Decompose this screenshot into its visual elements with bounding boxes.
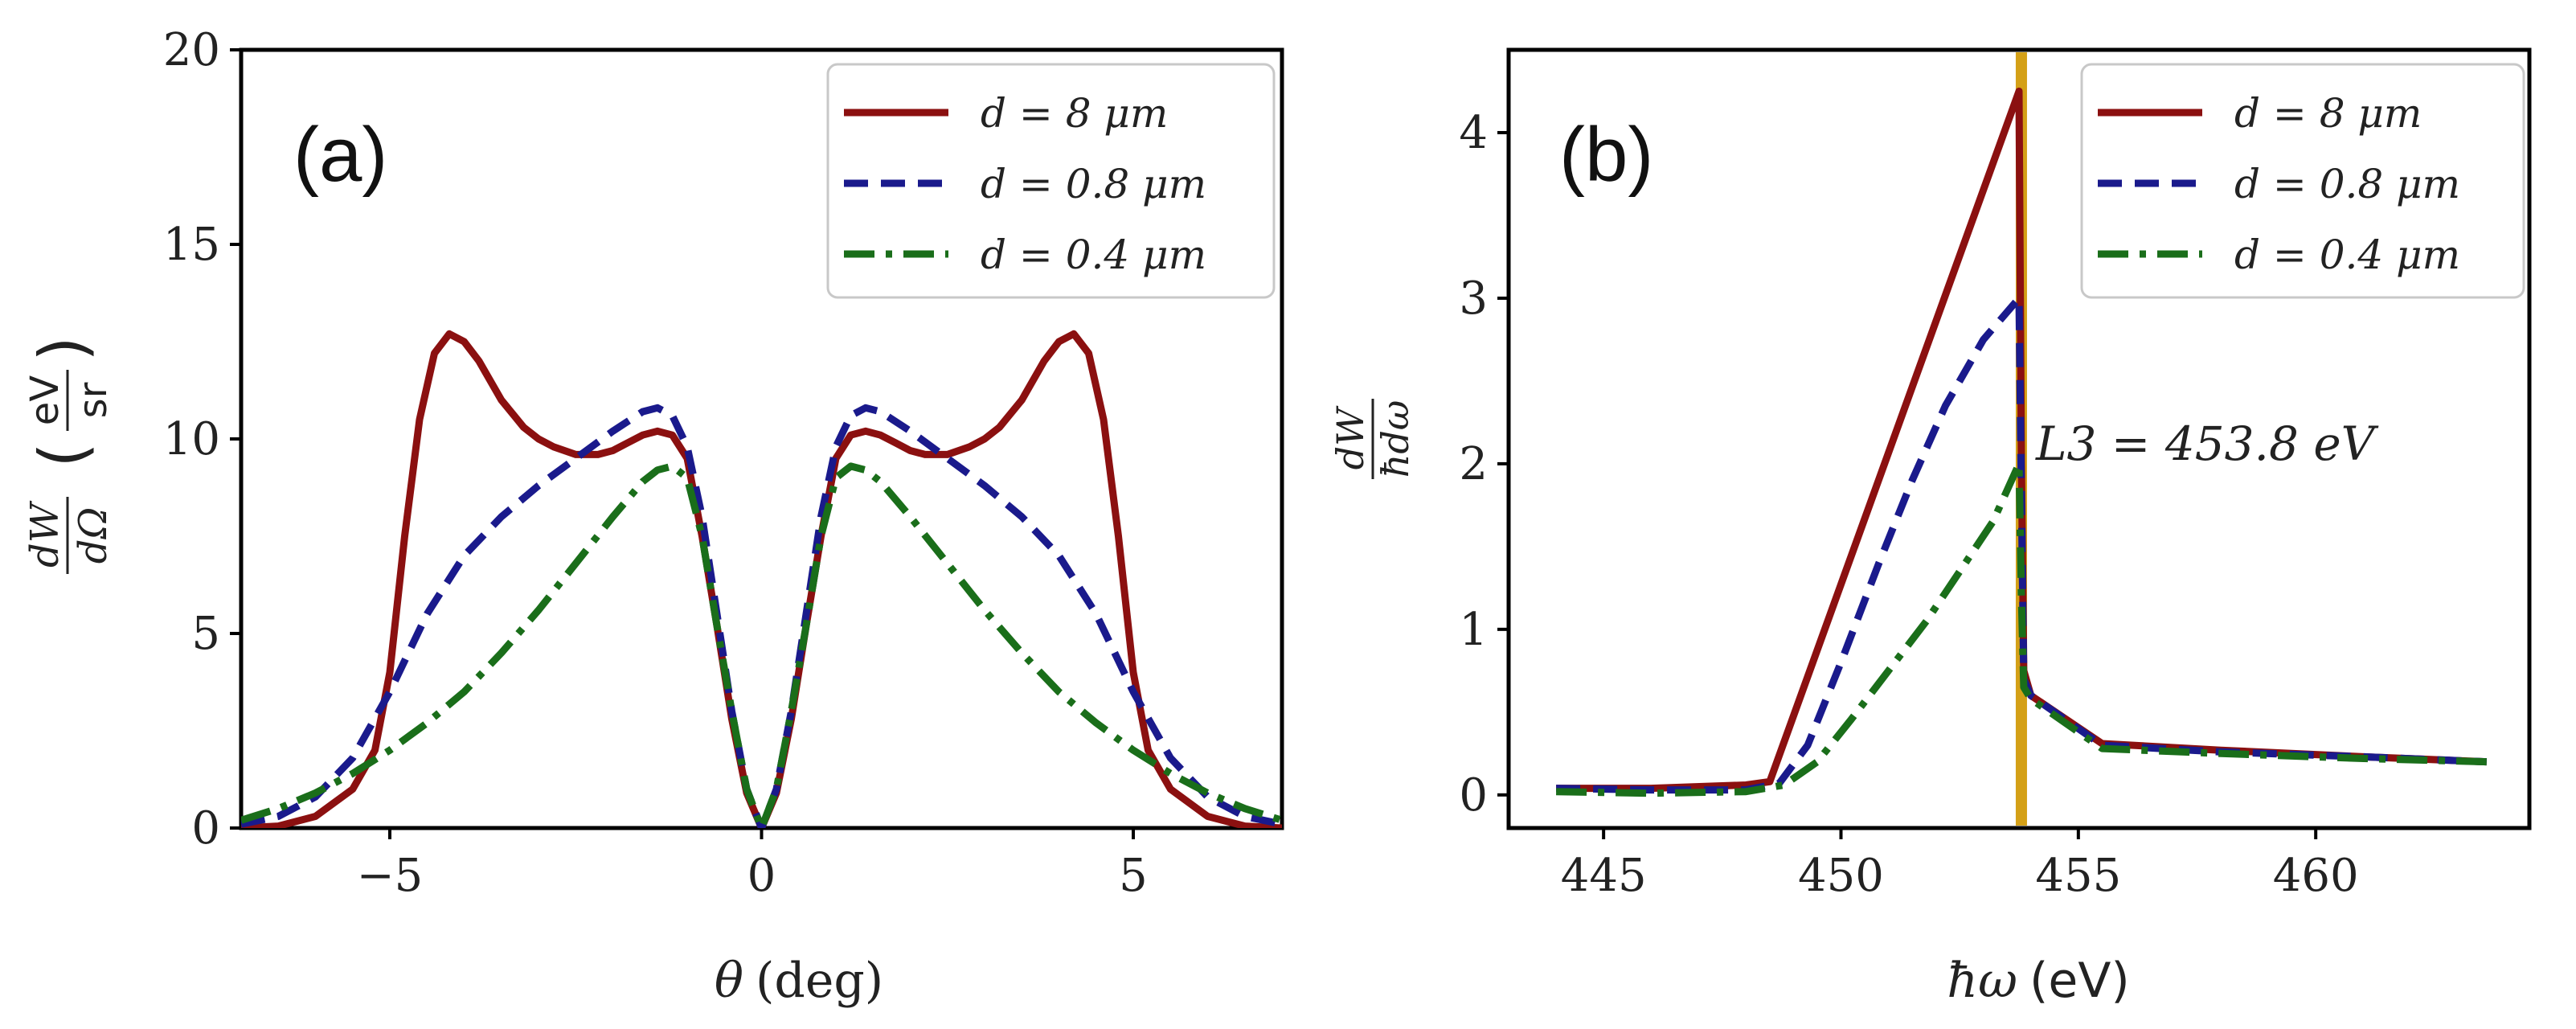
panel-b-y-ticks: 0 1 2 3 4 <box>1459 107 1509 822</box>
panel-a-legend: d = 8 μm d = 0.8 μm d = 0.4 μm <box>826 63 1276 299</box>
legend-label-1: d = 0.8 μm <box>981 161 1206 207</box>
panel-a-label: (a) <box>293 112 387 198</box>
legend-label-0: d = 8 μm <box>2234 90 2422 137</box>
panel-a-legend-box <box>826 63 1276 299</box>
legend-label-0: d = 8 μm <box>981 90 1168 137</box>
ylabel-b-den: ħdω <box>1374 400 1417 478</box>
panel-b-x-ticks: 445 450 455 460 <box>1561 828 2359 902</box>
panel-a-lines <box>241 330 1282 828</box>
ylabel-a-unit-num: eV <box>23 375 68 426</box>
panel-b-label: (b) <box>1559 112 1653 198</box>
panel-b-legend-box <box>2080 63 2525 299</box>
x-tick-label: 445 <box>1561 850 1647 902</box>
panel-b-lines <box>1556 88 2487 797</box>
xlabel-b-symbol: ħω <box>1947 953 2017 1009</box>
legend-label-2: d = 0.4 μm <box>2234 232 2460 278</box>
y-tick-label: 0 <box>191 802 220 855</box>
y-tick-label: 1 <box>1459 604 1488 656</box>
xlabel-a-symbol: θ <box>715 953 743 1009</box>
legend-label-2: d = 0.4 μm <box>981 232 1206 278</box>
panel-b-legend: d = 8 μm d = 0.8 μm d = 0.4 μm <box>2080 63 2525 299</box>
y-tick-label: 15 <box>163 219 220 271</box>
x-tick-label: 5 <box>1119 850 1148 902</box>
series-line-2 <box>241 462 1282 828</box>
ylabel-a-num: dW <box>23 500 68 568</box>
ylabel-a-unit-den: sr <box>71 382 116 418</box>
y-tick-label: 20 <box>163 24 220 76</box>
series-line-0 <box>241 330 1282 828</box>
panel-b-frame <box>1506 47 2532 830</box>
panel-b-xlabel: ħω (eV) <box>1947 953 2129 1009</box>
ylabel-a-close-paren: ) <box>26 336 100 361</box>
ylabel-a-den: dΩ <box>71 507 116 564</box>
panel-b: 0 1 2 3 4 445 450 455 460 (b) L3 = 453.8 eV d =… <box>1329 47 2532 1009</box>
x-tick-label: −5 <box>357 850 424 902</box>
y-tick-label: 3 <box>1459 273 1488 325</box>
xlabel-a-unit: (deg) <box>756 953 883 1009</box>
y-tick-label: 0 <box>1459 769 1488 822</box>
xlabel-b-unit: (eV) <box>2029 953 2130 1009</box>
x-tick-label: 0 <box>747 850 776 902</box>
y-tick-label: 5 <box>191 608 220 660</box>
y-tick-label: 4 <box>1459 107 1488 159</box>
panel-b-l3-annotation: L3 = 453.8 eV <box>2035 416 2379 471</box>
x-tick-label: 450 <box>1798 850 1884 902</box>
legend-label-1: d = 0.8 μm <box>2234 161 2460 207</box>
panel-a-xlabel: θ (deg) <box>715 953 883 1009</box>
x-tick-label: 460 <box>2273 850 2359 902</box>
ylabel-b-num: dW <box>1329 405 1372 469</box>
y-tick-label: 2 <box>1459 438 1488 490</box>
series-line-2 <box>1556 460 2487 797</box>
ylabel-a-open-paren: ( <box>26 442 100 467</box>
panel-a-ylabel: dW dΩ ( eV sr ) <box>23 336 116 574</box>
series-line-1 <box>241 404 1282 828</box>
x-tick-label: 455 <box>2035 850 2121 902</box>
y-tick-label: 10 <box>163 413 220 465</box>
panel-b-ylabel: dW ħdω <box>1329 399 1417 479</box>
panel-a-y-ticks: 0 5 10 15 20 <box>163 24 241 855</box>
panel-a-x-ticks: −5 0 5 <box>357 828 1148 902</box>
